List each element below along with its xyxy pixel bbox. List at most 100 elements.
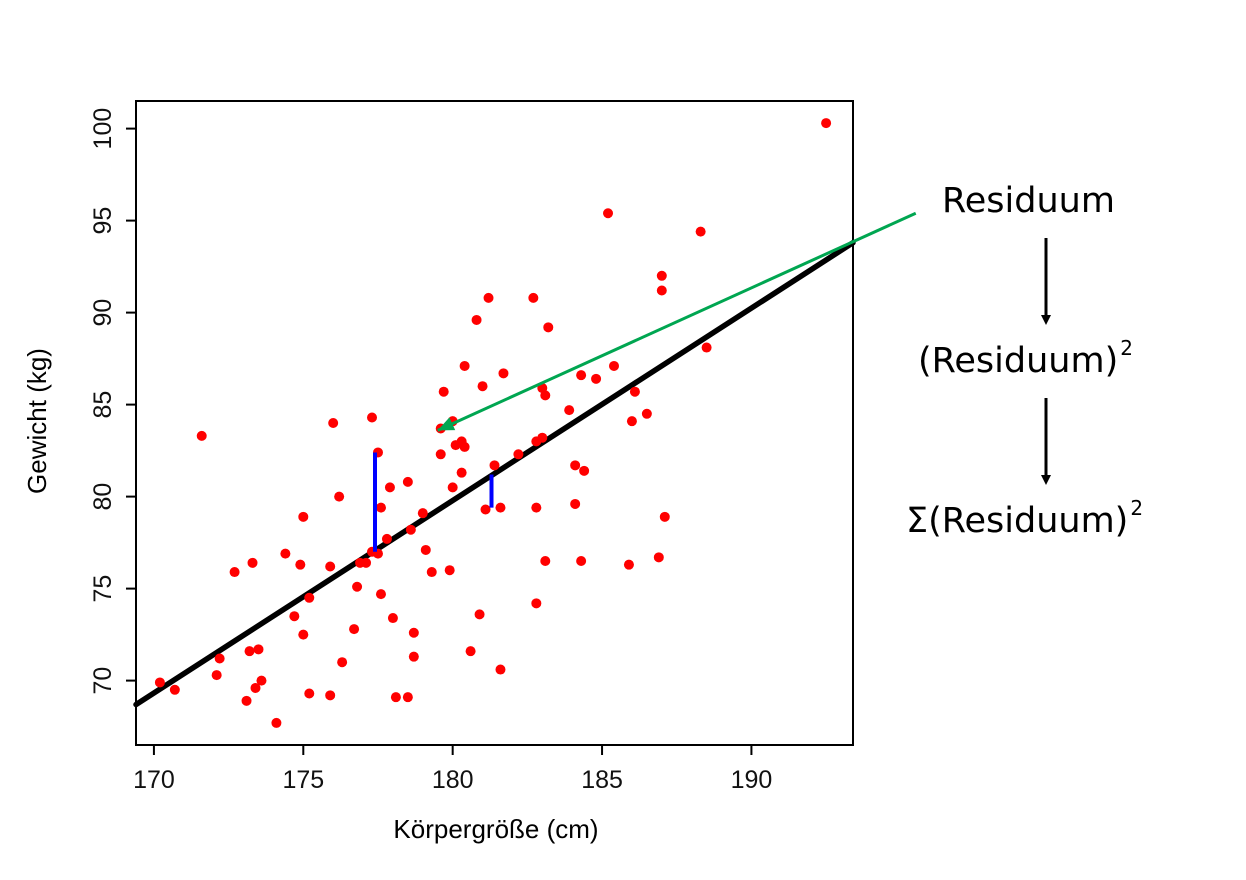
data-point bbox=[298, 511, 309, 522]
data-point bbox=[498, 368, 509, 379]
data-point bbox=[701, 342, 712, 353]
data-point bbox=[821, 118, 832, 129]
sum-squared-residuum-text: Σ(Residuum) bbox=[906, 501, 1129, 541]
data-point bbox=[603, 208, 614, 219]
data-point bbox=[381, 533, 392, 544]
y-tick-label: 100 bbox=[89, 108, 117, 150]
data-point bbox=[390, 692, 401, 703]
squared-exponent: 2 bbox=[1120, 336, 1133, 360]
data-point bbox=[214, 653, 225, 664]
data-point bbox=[402, 692, 413, 703]
data-point bbox=[154, 677, 165, 688]
data-point bbox=[641, 408, 652, 419]
data-point bbox=[653, 552, 664, 563]
data-point bbox=[495, 502, 506, 513]
data-point bbox=[253, 644, 264, 655]
data-point bbox=[325, 561, 336, 572]
data-point bbox=[489, 460, 500, 471]
data-point bbox=[543, 322, 554, 333]
data-point bbox=[471, 314, 482, 325]
data-point bbox=[474, 609, 485, 620]
data-point bbox=[459, 441, 470, 452]
data-point bbox=[384, 482, 395, 493]
data-point bbox=[629, 386, 640, 397]
data-point bbox=[241, 695, 252, 706]
y-tick-label: 90 bbox=[89, 299, 117, 327]
data-point bbox=[337, 657, 348, 668]
data-point bbox=[244, 646, 255, 657]
data-point bbox=[564, 405, 575, 416]
data-point bbox=[361, 557, 372, 568]
data-point bbox=[247, 557, 258, 568]
data-point bbox=[367, 412, 378, 423]
data-point bbox=[271, 717, 282, 728]
regression-line bbox=[133, 239, 856, 708]
data-point bbox=[623, 559, 634, 570]
data-point bbox=[495, 664, 506, 675]
plot-frame bbox=[135, 100, 854, 746]
data-point bbox=[334, 491, 345, 502]
data-point bbox=[405, 524, 416, 535]
sum-squared-residuum-label: Σ(Residuum) 2 bbox=[906, 498, 1143, 541]
data-point bbox=[328, 418, 339, 428]
data-point bbox=[540, 556, 551, 566]
data-point bbox=[420, 544, 431, 555]
data-point bbox=[656, 285, 667, 296]
residuum-pointer-arrowhead bbox=[437, 417, 456, 431]
x-tick-label: 185 bbox=[581, 766, 623, 794]
data-point bbox=[537, 432, 548, 443]
data-point bbox=[459, 360, 470, 371]
data-point bbox=[169, 684, 180, 695]
data-point bbox=[528, 292, 539, 303]
data-point bbox=[576, 370, 587, 381]
y-tick-label: 85 bbox=[89, 391, 117, 419]
data-point bbox=[349, 624, 360, 635]
data-point bbox=[196, 430, 207, 441]
data-point bbox=[656, 270, 667, 281]
data-point bbox=[444, 565, 455, 576]
data-point bbox=[579, 465, 590, 476]
data-point bbox=[465, 646, 476, 657]
data-point bbox=[402, 476, 413, 487]
data-point bbox=[570, 460, 581, 471]
y-tick-label: 75 bbox=[89, 575, 117, 603]
data-point bbox=[483, 292, 494, 303]
data-point bbox=[576, 556, 587, 566]
data-point bbox=[211, 670, 222, 681]
data-point bbox=[426, 567, 437, 578]
x-axis-label: Körpergröße (cm) bbox=[393, 814, 598, 844]
data-point bbox=[250, 682, 261, 693]
data-point bbox=[289, 611, 300, 622]
data-point bbox=[229, 567, 240, 578]
squared-residuum-label: (Residuum) 2 bbox=[918, 338, 1133, 381]
data-point bbox=[408, 627, 419, 638]
data-point bbox=[513, 449, 524, 460]
data-point bbox=[387, 613, 398, 624]
data-point bbox=[480, 504, 491, 515]
y-tick-label: 95 bbox=[89, 207, 117, 235]
x-tick-label: 175 bbox=[282, 766, 324, 794]
squared-residuum-text: (Residuum) bbox=[918, 341, 1119, 381]
data-point bbox=[609, 360, 619, 371]
data-point bbox=[531, 502, 542, 513]
data-point bbox=[570, 498, 581, 509]
residuum-text: Residuum bbox=[942, 181, 1115, 221]
data-point bbox=[375, 502, 386, 513]
data-point bbox=[438, 386, 449, 397]
data-point bbox=[447, 482, 458, 493]
data-point bbox=[540, 390, 551, 401]
data-point bbox=[375, 589, 386, 600]
y-tick-label: 70 bbox=[89, 667, 117, 695]
data-point bbox=[304, 688, 315, 699]
x-tick-label: 190 bbox=[731, 766, 773, 794]
x-tick-label: 180 bbox=[432, 766, 474, 794]
data-point bbox=[295, 559, 306, 570]
data-point bbox=[352, 581, 363, 592]
data-point bbox=[256, 675, 267, 686]
data-point bbox=[325, 690, 336, 701]
x-tick-label: 170 bbox=[133, 766, 175, 794]
data-point bbox=[304, 592, 315, 603]
data-point bbox=[280, 548, 291, 559]
